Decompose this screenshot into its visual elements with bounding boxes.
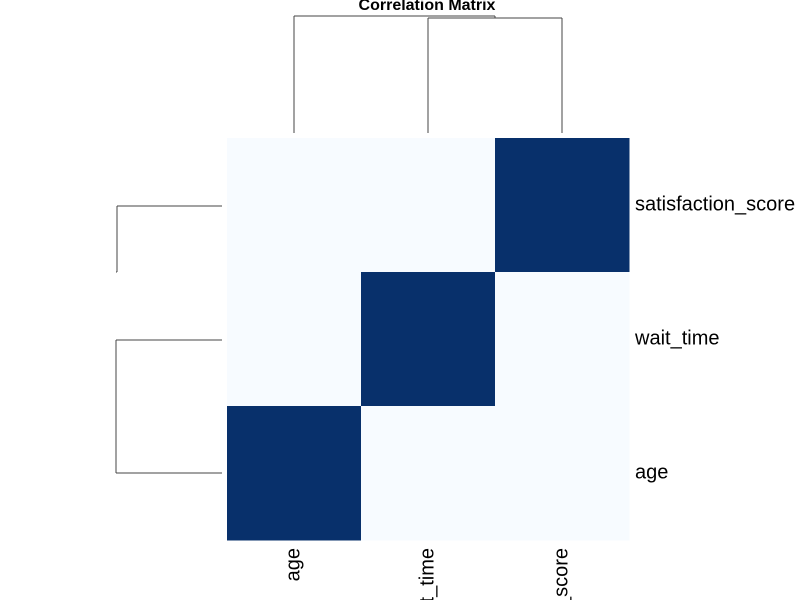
- heatmap-cell: [495, 406, 630, 541]
- heatmap-cell: [227, 138, 362, 273]
- column-dendrogram: [293, 15, 563, 133]
- heatmap-cell: [495, 138, 630, 273]
- row-dendrogram: [115, 205, 222, 474]
- row-label: age: [635, 461, 668, 483]
- column-label: age: [282, 548, 304, 581]
- heatmap-cell: [361, 406, 496, 541]
- heatmap-cell: [361, 272, 496, 407]
- column-label: wait_time: [416, 548, 438, 600]
- heatmap-cell: [227, 406, 362, 541]
- heatmap-cell: [495, 272, 630, 407]
- row-label: wait_time: [634, 327, 719, 349]
- row-label: satisfaction_score: [635, 193, 795, 215]
- heatmap-cell: [227, 272, 362, 407]
- column-label: satisfaction_score: [550, 548, 572, 600]
- heatmap-cell: [361, 138, 496, 273]
- chart-title: Correlation Matrix: [359, 0, 496, 14]
